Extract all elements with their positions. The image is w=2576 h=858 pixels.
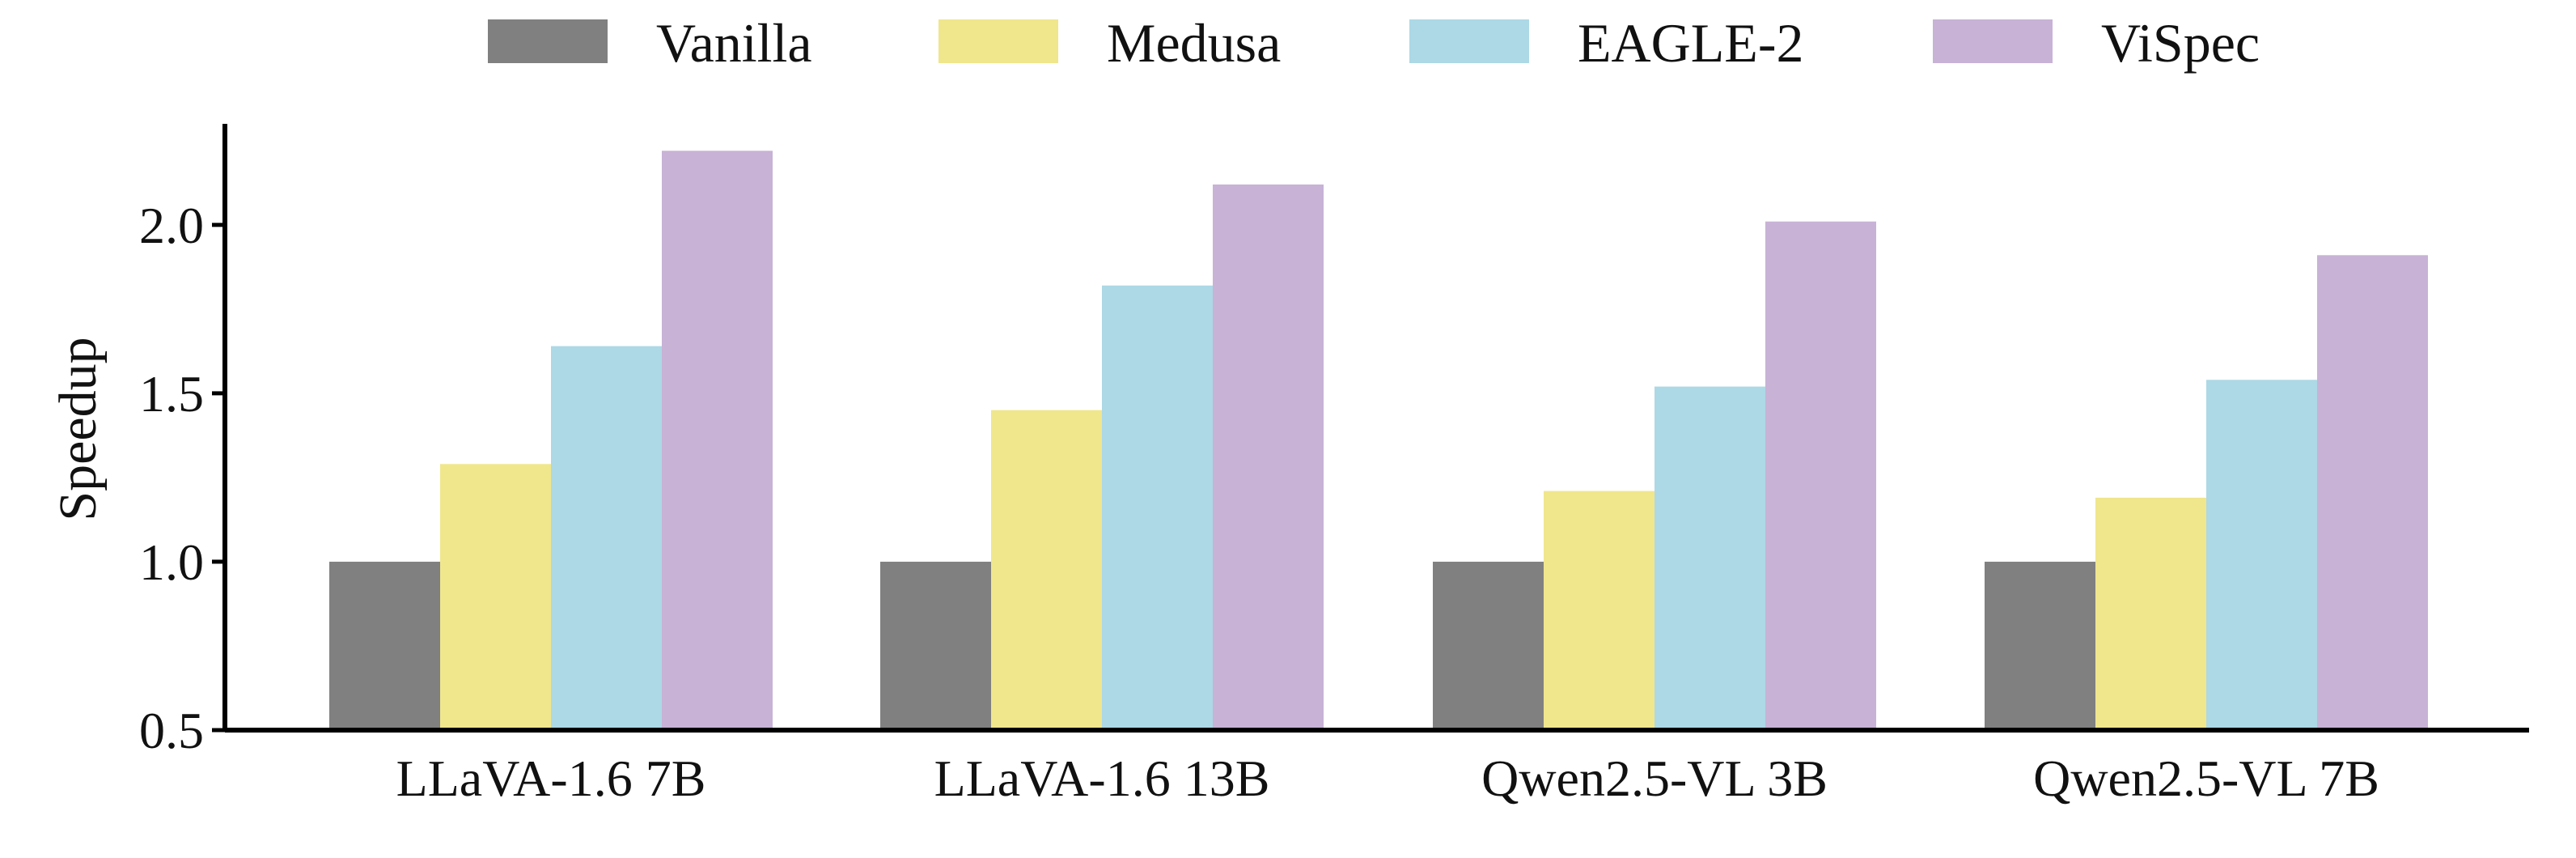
bars: [329, 151, 2428, 731]
x-tick-label-3: Qwen2.5-VL 7B: [2033, 750, 2379, 807]
bar-3-0: [1985, 561, 2095, 730]
bar-3-1: [2095, 497, 2206, 730]
legend-label-0: Vanilla: [656, 12, 812, 74]
bar-1-1: [991, 410, 1102, 730]
bar-2-2: [1654, 386, 1765, 730]
x-tick-label-0: LLaVA-1.6 7B: [396, 750, 706, 807]
y-tick-label-3: 2.0: [139, 197, 204, 254]
bar-0-2: [551, 346, 662, 730]
axes: [212, 124, 2529, 733]
x-tick-label-2: Qwen2.5-VL 3B: [1481, 750, 1828, 807]
bar-3-2: [2206, 380, 2317, 730]
legend: Vanilla Medusa EAGLE-2 ViSpec: [488, 12, 2260, 74]
bar-0-1: [440, 464, 551, 730]
axis-labels: 0.5 1.0 1.5 2.0 LLaVA-1.6 7B LLaVA-1.6 13B Qwe…: [49, 197, 2379, 807]
bar-0-0: [329, 561, 440, 730]
legend-swatch-2: [1409, 19, 1529, 63]
y-tick-label-1: 1.0: [139, 533, 204, 591]
legend-label-2: EAGLE-2: [1578, 12, 1803, 74]
y-tick-label-2: 1.5: [139, 365, 204, 423]
bar-2-1: [1544, 491, 1654, 730]
bar-1-3: [1213, 184, 1324, 730]
x-tick-label-1: LLaVA-1.6 13B: [934, 750, 1270, 807]
legend-swatch-1: [938, 19, 1058, 63]
bar-1-0: [880, 561, 991, 730]
legend-label-1: Medusa: [1107, 12, 1281, 74]
legend-swatch-0: [488, 19, 608, 63]
bar-0-3: [662, 151, 773, 731]
legend-swatch-3: [1933, 19, 2053, 63]
bar-1-2: [1102, 285, 1213, 730]
y-tick-label-0: 0.5: [139, 702, 204, 759]
bar-2-0: [1433, 561, 1544, 730]
bar-2-3: [1765, 221, 1876, 730]
y-axis-title: Speedup: [49, 337, 108, 520]
bar-3-3: [2317, 255, 2428, 730]
legend-label-3: ViSpec: [2101, 12, 2260, 74]
